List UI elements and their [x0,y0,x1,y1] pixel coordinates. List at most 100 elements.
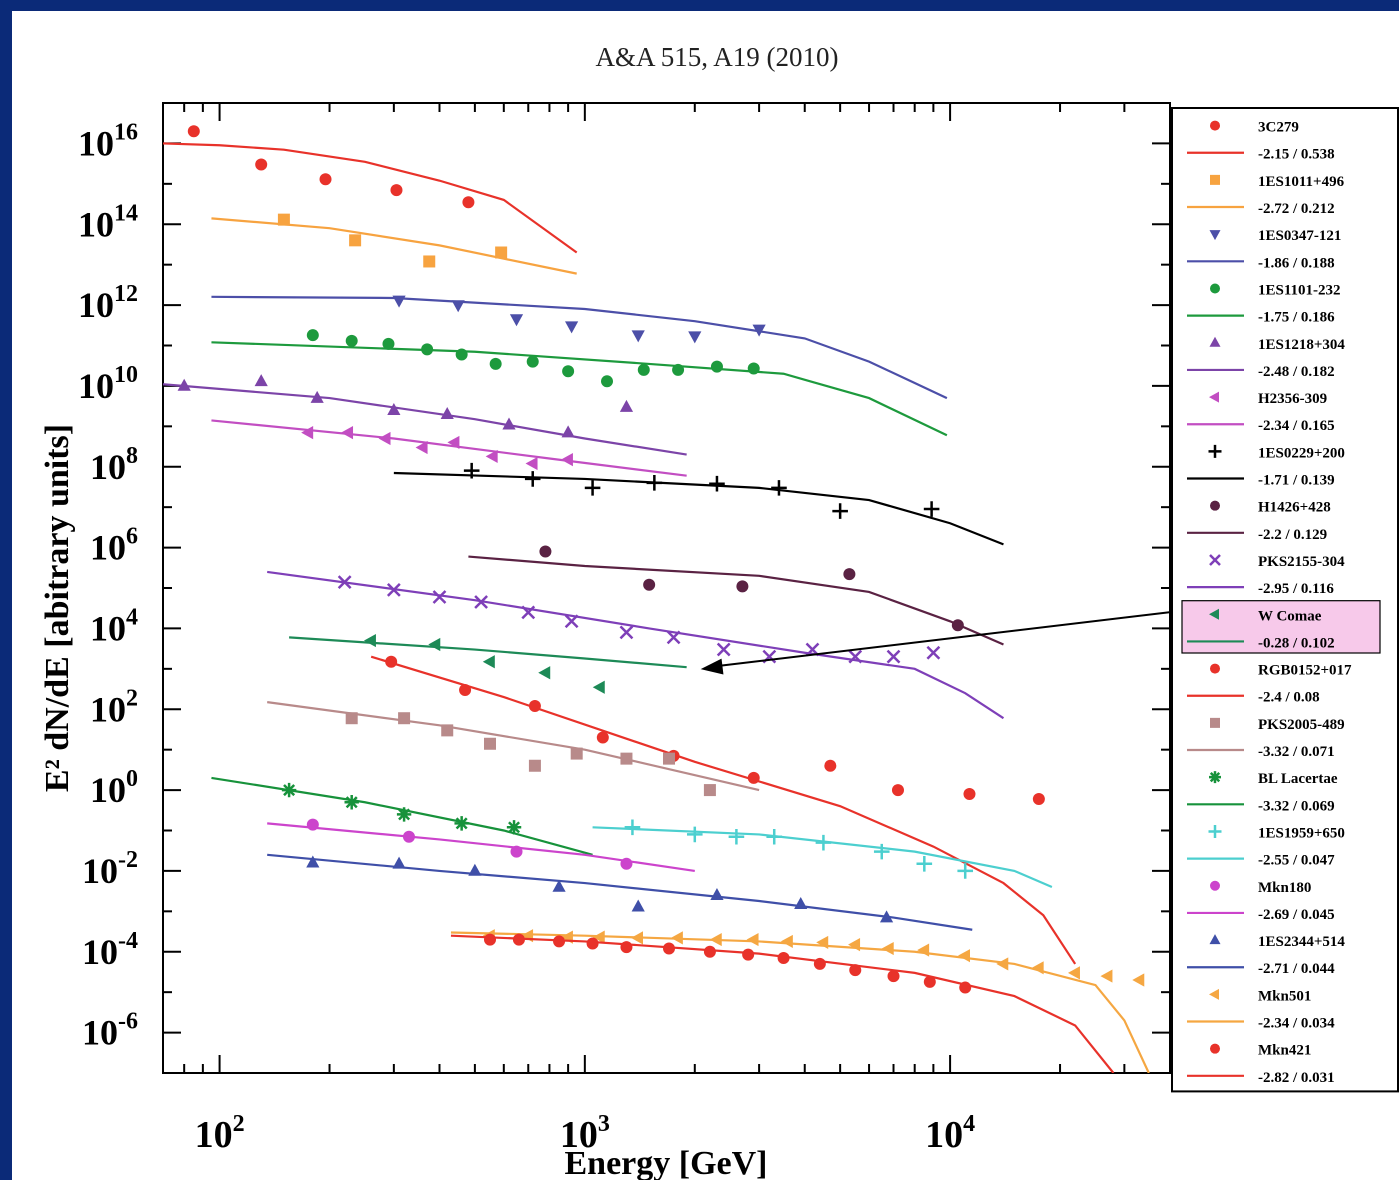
data-point [619,625,634,640]
fit-line [211,295,948,400]
data-point [382,337,395,350]
legend-entry: Mkn501 -2.34 / 0.034 [1187,988,1335,1032]
data-point [736,580,749,593]
data-point [670,931,683,945]
data-point [538,666,551,680]
data-point [485,449,498,464]
data-point [306,818,319,831]
legend-marker [1210,1043,1220,1054]
legend-fit-label: -2.71 / 0.044 [1258,961,1335,977]
data-point [509,314,524,327]
data-point [873,843,890,860]
legend-fit-label: -2.95 / 0.116 [1258,581,1334,597]
data-point [301,425,314,440]
series-1es1959-650 [592,819,1053,889]
data-point [843,568,856,581]
data-point [923,501,940,517]
data-point [306,329,319,342]
series-mkn180 [267,818,695,873]
data-point [891,784,904,797]
data-point [596,731,609,744]
data-point [489,357,502,370]
plot-frame [162,102,1171,1074]
legend-entry: H2356-309 -2.34 / 0.165 [1187,391,1335,434]
legend-entry: H1426+428 -2.2 / 0.129 [1187,500,1331,543]
data-point [710,360,723,373]
legend-fit-label: -1.71 / 0.139 [1258,473,1335,489]
data-point [526,355,539,368]
data-point [398,712,411,725]
data-point [716,642,731,657]
data-point [1031,961,1044,975]
data-point [631,931,644,945]
fit-line [211,419,687,477]
data-point [703,945,716,958]
data-point [624,819,641,836]
legend-fit-label: -1.75 / 0.186 [1258,310,1335,326]
legend-entry: 3C279 -2.15 / 0.538 [1187,120,1335,163]
legend-highlight [1181,600,1381,654]
fit-line [592,826,1053,889]
data-point [281,782,297,798]
legend-name: W Comae [1258,608,1322,624]
data-point [387,403,401,416]
legend-name: H2356-309 [1258,391,1327,407]
data-point [528,759,541,772]
legend-name: 1ES2344+514 [1258,934,1345,950]
legend-entry: 1ES0347-121 -1.86 / 0.188 [1187,228,1341,271]
legend-entry: PKS2005-489 -3.32 / 0.071 [1187,717,1345,760]
data-point [337,575,352,589]
legend-marker [1210,663,1220,674]
data-point [484,933,497,946]
data-point [440,406,454,419]
legend-name: PKS2005-489 [1258,717,1345,733]
data-point [958,949,971,963]
series-3c279 [163,125,578,254]
data-point [620,752,633,765]
data-point [637,363,650,376]
data-point [771,480,787,496]
series-w-comae [289,633,687,694]
series-mkn501 [450,929,1150,1073]
fit-line [163,142,578,254]
data-point [570,747,583,760]
legend-name: 3C279 [1258,120,1299,136]
data-point [728,828,745,845]
data-point [463,462,480,479]
data-point [780,934,793,949]
fit-line [450,931,1150,1073]
data-point [363,633,376,648]
legend-marker [1209,336,1221,347]
data-point [459,683,472,696]
data-point [484,737,497,750]
legend-fit-label: -2.15 / 0.538 [1258,147,1335,163]
fit-line [370,655,1077,965]
legend-name: 1ES0347-121 [1258,228,1341,244]
data-point [386,582,401,597]
legend-name: 1ES1959+650 [1258,825,1345,841]
data-point [447,435,460,450]
axis-ticks: 102 103 104 1016 1014 1012 1010 108 106 104 102 100… [78,102,1171,1156]
y-tick-label: 1014 [78,200,138,244]
data-point [564,614,579,629]
data-point [421,343,434,356]
fit-line [267,570,1005,720]
legend-marker [1209,608,1219,620]
fit-line [468,555,1004,646]
data-point [917,943,930,957]
fit-line [450,934,1115,1073]
data-point [592,680,605,694]
data-point [951,619,964,632]
series-1es2344-514 [267,853,973,931]
data-point [815,834,832,851]
data-point [586,937,599,950]
data-point [254,374,268,387]
y-tick-label: 1012 [78,281,138,325]
legend-entry: Mkn180 -2.69 / 0.045 [1187,880,1335,923]
data-point [703,784,716,797]
legend-marker [1210,120,1220,131]
data-point [341,425,354,440]
sed-chart: A&A 515, A19 (2010) 102 103 104 1016 1014 101… [39,42,1399,1180]
legend-marker [1210,174,1220,185]
data-point [881,941,894,956]
